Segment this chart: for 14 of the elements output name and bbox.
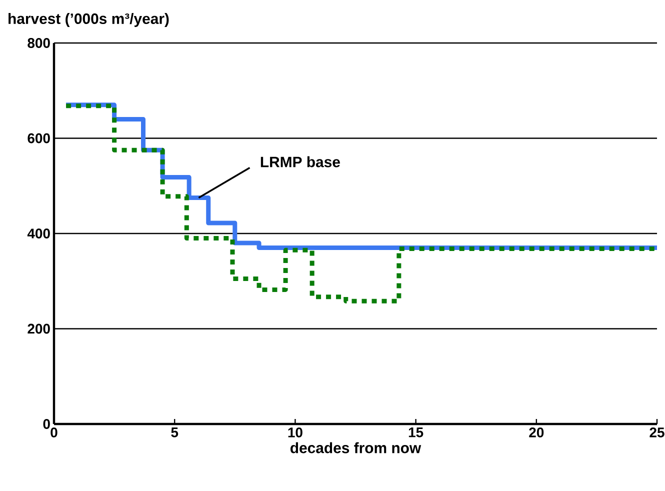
- y-tick-label: 800: [28, 38, 50, 48]
- x-tick-label: 0: [50, 428, 58, 438]
- x-tick-label: 20: [529, 428, 544, 438]
- x-axis-title: decades from now: [290, 442, 422, 454]
- y-axis-title: harvest (’000s m³/year): [8, 13, 169, 27]
- x-tick-label: 5: [171, 428, 178, 438]
- x-tick-label: 10: [288, 428, 302, 438]
- y-tick-label: 0: [43, 419, 50, 429]
- text: LRMP base: [260, 156, 340, 168]
- y-tick-label: 200: [28, 324, 50, 334]
- x-tick-label: 25: [650, 428, 664, 438]
- y-tick-label: 400: [27, 228, 50, 238]
- y-tick-label: 600: [28, 133, 50, 144]
- x-tick-label: 15: [408, 428, 424, 438]
